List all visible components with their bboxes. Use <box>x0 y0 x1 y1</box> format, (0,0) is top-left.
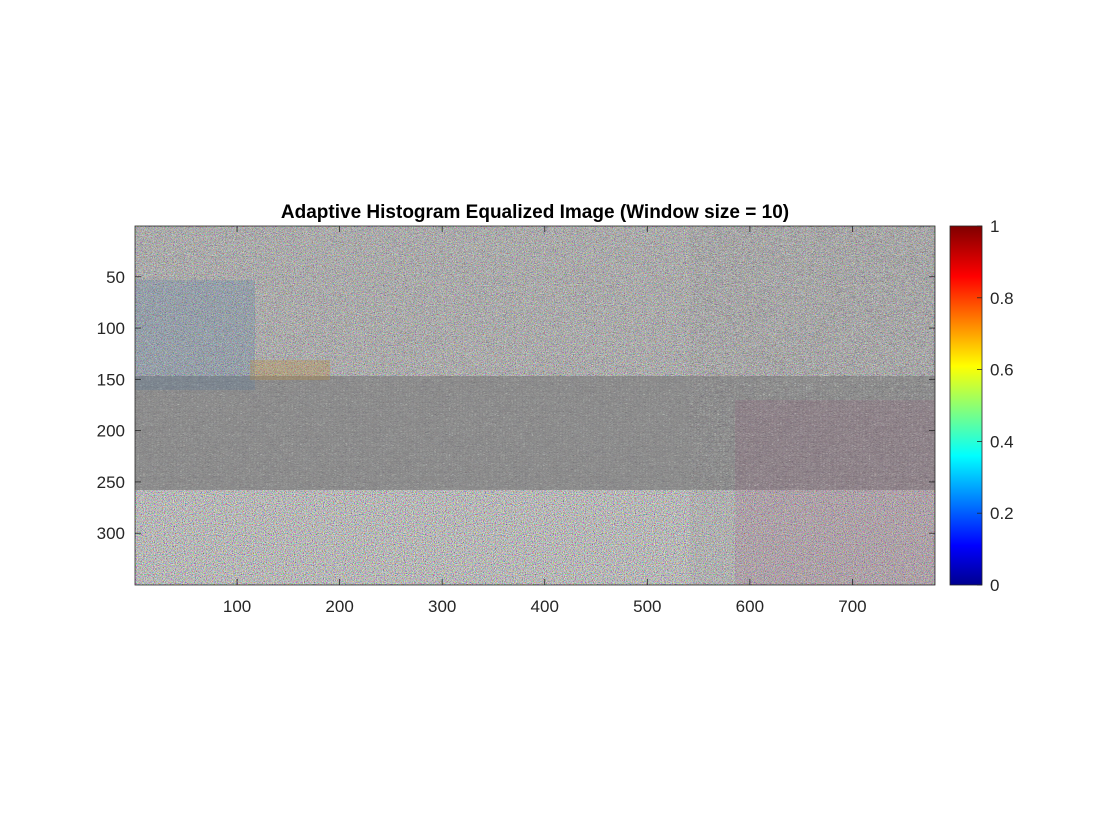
x-tick-label: 400 <box>531 597 559 616</box>
colorbar <box>949 225 983 586</box>
y-tick-label: 50 <box>106 268 125 287</box>
colorbar-tick-label: 0.2 <box>990 504 1014 523</box>
y-tick-label: 250 <box>97 473 125 492</box>
colorbar-tick-label: 0.6 <box>990 361 1014 380</box>
x-tick-label: 700 <box>838 597 866 616</box>
colorbar-tick-label: 0.4 <box>990 432 1014 451</box>
colorbar-tick-label: 0 <box>990 576 999 595</box>
colorbar-tick-label: 0.8 <box>990 289 1014 308</box>
y-tick-label: 100 <box>97 319 125 338</box>
x-tick-label: 600 <box>736 597 764 616</box>
x-tick-label: 100 <box>223 597 251 616</box>
colorbar-tick-label: 1 <box>990 217 999 236</box>
y-tick-label: 150 <box>97 370 125 389</box>
image-frame <box>134 225 936 586</box>
y-tick-label: 300 <box>97 524 125 543</box>
x-tick-label: 300 <box>428 597 456 616</box>
x-tick-label: 500 <box>633 597 661 616</box>
x-axis: 100 200 300 400 500 600 700 <box>223 226 867 616</box>
y-tick-label: 200 <box>97 422 125 441</box>
y-axis: 50 100 150 200 250 300 <box>97 268 935 543</box>
colorbar-axis: 0 0.2 0.4 0.6 0.8 1 <box>977 217 1014 595</box>
plot-title: Adaptive Histogram Equalized Image (Wind… <box>281 202 789 223</box>
x-tick-label: 200 <box>325 597 353 616</box>
equalized-image <box>135 226 935 585</box>
